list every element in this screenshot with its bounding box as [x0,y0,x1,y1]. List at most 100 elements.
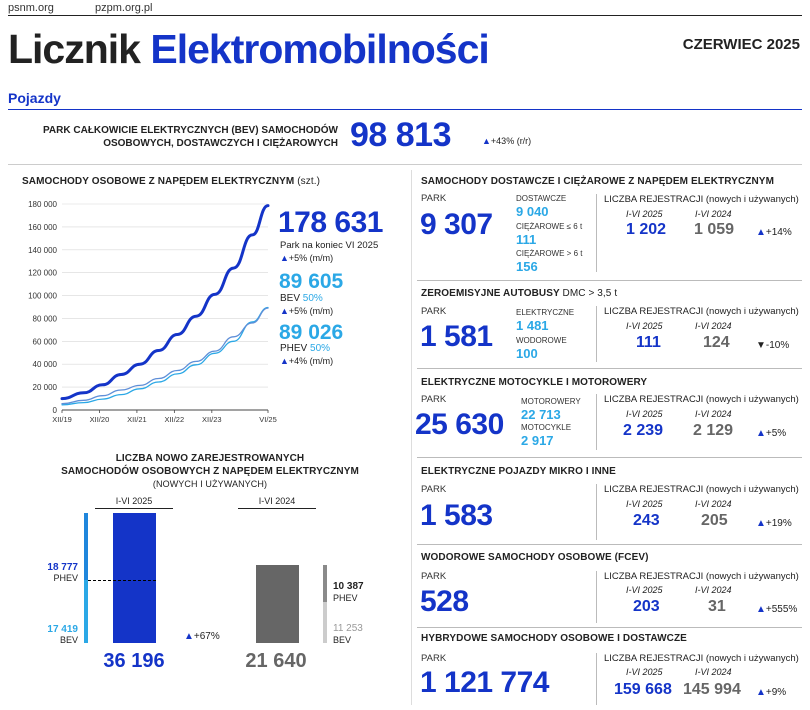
buses-park-value: 1 581 [420,320,493,353]
bev-value: 89 605 [279,270,344,293]
header-link-pzpm[interactable]: pzpm.org.pl [95,2,153,14]
newreg-change: ▲+67% [184,631,220,642]
vans-reg-v1: 1 202 [626,221,667,238]
y-tick-label: 180 000 [28,200,57,209]
micro-reg-head: LICZBA REJESTRACJI (nowych i używanych) [604,484,799,495]
cars-line-chart: 0 20 000 40 000 60 000 80 000 100 000 120 000 1… [28,200,277,424]
x-tick-label: XII/20 [90,415,110,424]
vans-s2-label: CIĘŻAROWE ≤ 6 t [516,222,583,231]
vans-s2-value: 111 [516,232,537,247]
moto-rule [417,457,802,458]
bar-2024-bev-segment [323,602,327,643]
micro-reg-p1: I-VI 2025 [626,499,663,509]
hybrid-reg-change: ▲+9% [756,687,786,698]
fcev-title: WODOROWE SAMOCHODY OSOBOWE (FCEV) [421,552,649,563]
micro-reg-v1: 243 [633,512,660,529]
moto-title: ELEKTRYCZNE MOTOCYKLE I MOTOROWERY [421,377,648,388]
x-tick-label: XII/21 [127,415,147,424]
buses-s1-label: ELEKTRYCZNE [516,308,575,317]
fcev-reg-change-text: +555% [765,604,798,615]
newreg-title-line3: (NOWYCH I UŻYWANYCH) [152,479,268,489]
x-tick-label: XII/23 [202,415,222,424]
buses-reg-change: ▼-10% [756,340,789,351]
newreg-title-line2: SAMOCHODÓW OSOBOWYCH Z NAPĘDEM ELEKTRYCZ… [61,466,359,477]
fcev-park-value: 528 [420,585,469,618]
newreg-change-text: +67% [193,631,220,642]
fcev-reg-v2: 31 [708,598,726,615]
header-top-rule [8,15,802,16]
park-total-label-line2: OSOBOWYCH, DOSTAWCZYCH I CIĘŻAROWYCH [103,138,338,149]
vans-divider [596,194,597,272]
phev-2025-label: PHEV [53,573,78,583]
buses-reg-v1: 111 [636,334,661,351]
y-tick-label: 60 000 [33,337,58,346]
fcev-reg-change: ▲+555% [756,604,797,615]
phev-label: PHEV 50% [280,343,330,354]
hybrid-divider [596,653,597,705]
page-title-part1: Licznik [8,26,141,72]
hybrid-reg-v1: 159 668 [614,681,672,698]
section-title: Pojazdy [8,90,61,106]
bev-phev-split-line [88,580,156,582]
page-title-part2: Elektromobilności [150,26,489,72]
park-total-label: PARK CAŁKOWICIE ELEKTRYCZNYCH (BEV) SAMO… [10,124,338,150]
up-arrow-icon: ▲ [280,306,289,316]
newreg-title: LICZBA NOWO ZAREJESTROWANYCH SAMOCHODÓW … [20,452,400,491]
fcev-rule [417,627,802,628]
bar-2024-phev-segment [323,565,327,603]
y-tick-label: 20 000 [33,383,58,392]
up-arrow-icon: ▲ [280,356,289,366]
bar-2025-bev-segment [84,580,88,643]
buses-reg-p2: I-VI 2024 [695,321,732,331]
moto-park-label: PARK [421,394,447,405]
hybrid-park-value: 1 121 774 [420,666,549,699]
buses-reg-v2: 124 [703,334,730,351]
section-rule [8,109,802,110]
cars-total-value: 178 631 [278,206,383,239]
phev-value: 89 026 [279,321,344,344]
vans-s1-label: DOSTAWCZE [516,194,567,203]
phev-2024-label: PHEV [333,593,358,603]
hybrid-title: HYBRYDOWE SAMOCHODY OSOBOWE I DOSTAWCZE [421,633,687,644]
newreg-period-2025: I-VI 2025 [115,496,153,506]
moto-s1-label: MOTOROWERY [521,397,581,406]
vans-reg-p2: I-VI 2024 [695,209,732,219]
fcev-divider [596,571,597,623]
buses-s2-value: 100 [516,346,538,361]
fcev-reg-p1: I-VI 2025 [626,585,663,595]
moto-divider [596,394,597,450]
header-link-psnm[interactable]: psnm.org [8,2,54,14]
micro-reg-p2: I-VI 2024 [695,499,732,509]
phev-change-text: +4% (m/m) [288,356,334,366]
bev-change: ▲+5% (m/m) [280,306,333,316]
x-tick-label: VI/25 [259,415,277,424]
buses-reg-head: LICZBA REJESTRACJI (nowych i używanych) [604,306,799,317]
up-arrow-icon: ▲ [482,136,491,146]
bar-2024-total [256,565,299,643]
total-2024: 21 640 [245,650,307,672]
micro-reg-v2: 205 [701,512,728,529]
park-total-change: ▲+43% (r/r) [482,136,531,146]
moto-reg-head: LICZBA REJESTRACJI (nowych i używanych) [604,394,799,405]
park-total-label-line1: PARK CAŁKOWICIE ELEKTRYCZNYCH (BEV) SAMO… [43,125,338,136]
y-tick-label: 100 000 [28,292,57,301]
moto-reg-v1: 2 239 [623,422,664,439]
y-tick-label: 120 000 [28,269,57,278]
micro-park-value: 1 583 [420,499,493,532]
bev-2024-value: 11 253 [333,623,363,634]
cars-total-change-text: +5% (m/m) [288,253,334,263]
bev-series-line [61,306,269,406]
vans-title: SAMOCHODY DOSTAWCZE I CIĘŻAROWE Z NAPĘDE… [421,176,774,187]
micro-divider [596,484,597,540]
column-divider [411,170,412,705]
bev-share: 50% [302,293,323,304]
vans-park-label: PARK [421,193,447,204]
moto-s2-value: 2 917 [521,433,554,448]
vans-reg-head: LICZBA REJESTRACJI (nowych i używanych) [604,194,799,205]
buses-reg-change-text: -10% [765,340,790,351]
up-arrow-icon: ▲ [184,631,194,642]
total-2025: 36 196 [103,650,165,672]
buses-reg-p1: I-VI 2025 [626,321,663,331]
park-total-value: 98 813 [350,116,452,154]
hybrid-reg-change-text: +9% [765,687,787,698]
